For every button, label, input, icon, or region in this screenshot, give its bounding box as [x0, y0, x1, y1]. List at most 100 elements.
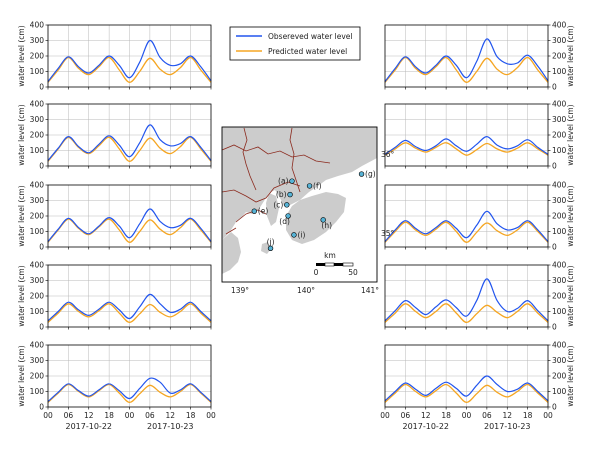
scale-bar-seg-3: [334, 263, 343, 266]
x-tick-label: 00: [543, 411, 553, 420]
y-tick-label: 300: [552, 115, 567, 124]
y-axis-title: water level (cm): [17, 104, 26, 165]
y-tick-label: 100: [30, 227, 45, 236]
y-tick-label: 0: [39, 403, 44, 412]
observed-series-line: [47, 124, 212, 161]
station-label: (d): [279, 217, 290, 226]
x-tick-label: 12: [421, 411, 431, 420]
y-tick-label: 400: [30, 341, 45, 350]
map-miura-peninsula: [266, 193, 279, 226]
y-tick-label: 200: [552, 52, 567, 61]
station-marker: [287, 191, 293, 198]
panel-left-3: 0 100 200 300 400 water level (cm): [17, 181, 212, 252]
observed-series-line: [384, 375, 549, 402]
station-label: (i): [297, 230, 305, 239]
panel-left-4: 0 100 200 300 400 water level (cm): [17, 261, 212, 332]
observed-series-line: [47, 293, 212, 322]
x-tick-label: 12: [84, 411, 94, 420]
y-tick-label: 200: [552, 212, 567, 221]
date-label: 2017-10-23: [147, 422, 194, 431]
predicted-series-line: [384, 142, 549, 156]
y-tick-label: 300: [552, 356, 567, 365]
date-label: 2017-10-23: [484, 422, 531, 431]
observed-series-line: [47, 377, 212, 403]
station-marker: [306, 183, 313, 189]
y-tick-label: 0: [39, 162, 44, 171]
x-tick-label: 00: [380, 411, 390, 420]
observed-series-line: [47, 39, 212, 82]
panel-left-1: 0 100 200 300 400 water level (cm): [17, 21, 212, 92]
x-tick-label: 06: [145, 411, 155, 420]
x-tick-label: 12: [502, 411, 512, 420]
station-marker: [251, 208, 258, 214]
panel-left-5: 0 100 200 300 400 00 06 12 18 00 06 12 18 00 water lev…: [17, 341, 216, 431]
y-tick-label: 0: [552, 243, 557, 252]
y-tick-label: 400: [30, 21, 45, 30]
y-tick-label: 200: [30, 372, 45, 381]
station-label: (a): [278, 177, 289, 186]
y-tick-label: 100: [552, 387, 567, 396]
scale-unit-label: km: [324, 251, 336, 260]
scale-bar-seg-1: [316, 263, 325, 266]
y-tick-label: 100: [30, 146, 45, 155]
observed-series-line: [384, 38, 549, 82]
y-tick-label: 300: [30, 115, 45, 124]
x-tick-label: 00: [462, 411, 472, 420]
y-tick-label: 400: [552, 341, 567, 350]
y-tick-label: 400: [30, 100, 45, 109]
y-tick-label: 0: [39, 243, 44, 252]
station-marker: [284, 202, 290, 208]
observed-series-line: [384, 136, 549, 155]
x-tick-label: 12: [165, 411, 175, 420]
y-tick-label: 300: [552, 196, 567, 205]
predicted-series-line: [47, 303, 212, 324]
map-frame: [221, 126, 378, 283]
legend-observed-label: Obsereved water level: [268, 32, 353, 41]
y-tick-label: 400: [552, 21, 567, 30]
y-tick-label: 100: [30, 67, 45, 76]
station-marker: [289, 178, 295, 184]
y-tick-label: 300: [30, 356, 45, 365]
x-tick-label: 00: [125, 411, 135, 420]
y-tick-label: 200: [30, 212, 45, 221]
map-boundaries: [221, 127, 331, 235]
station-marker: [267, 245, 274, 252]
y-tick-label: 400: [552, 100, 567, 109]
y-axis-title: water level (cm): [17, 345, 26, 406]
station-label: (b): [276, 190, 287, 199]
y-tick-label: 300: [552, 276, 567, 285]
y-tick-label: 100: [552, 307, 567, 316]
date-label: 2017-10-22: [403, 422, 450, 431]
x-tick-label: 18: [104, 411, 114, 420]
y-tick-label: 400: [30, 261, 45, 270]
x-tick-label: 18: [441, 411, 451, 420]
y-tick-label: 100: [30, 307, 45, 316]
x-tick-label: 06: [482, 411, 492, 420]
y-tick-label: 200: [552, 292, 567, 301]
y-tick-label: 0: [39, 83, 44, 92]
date-label: 2017-10-22: [66, 422, 113, 431]
station-marker: [285, 213, 291, 219]
station-label: (h): [321, 221, 332, 230]
y-axis-title: water level (cm): [566, 104, 575, 165]
y-tick-label: 200: [552, 372, 567, 381]
map-scale-bar: km 0 50: [314, 251, 358, 277]
y-tick-label: 300: [30, 36, 45, 45]
y-tick-label: 100: [552, 227, 567, 236]
station-map: (a) (b)(c) (d) (e) (f) (g) (h) (i) (j) km 0 50 3…: [221, 126, 395, 295]
station-label: (e): [258, 207, 269, 216]
y-tick-label: 200: [30, 292, 45, 301]
x-tick-label: 00: [43, 411, 53, 420]
y-tick-label: 400: [552, 261, 567, 270]
observed-series-line: [384, 210, 549, 242]
station-label: (f): [313, 181, 322, 190]
observed-series-line: [384, 278, 549, 322]
legend: Obsereved water level Predicted water le…: [229, 26, 361, 61]
map-lon-140: 140°: [297, 286, 315, 295]
map-boso-peninsula: [286, 192, 346, 244]
y-tick-label: 400: [552, 181, 567, 190]
panel-right-5: 0 100 200 300 400 00 06 12 18 00 06 12 18 00 water lev…: [380, 341, 575, 431]
